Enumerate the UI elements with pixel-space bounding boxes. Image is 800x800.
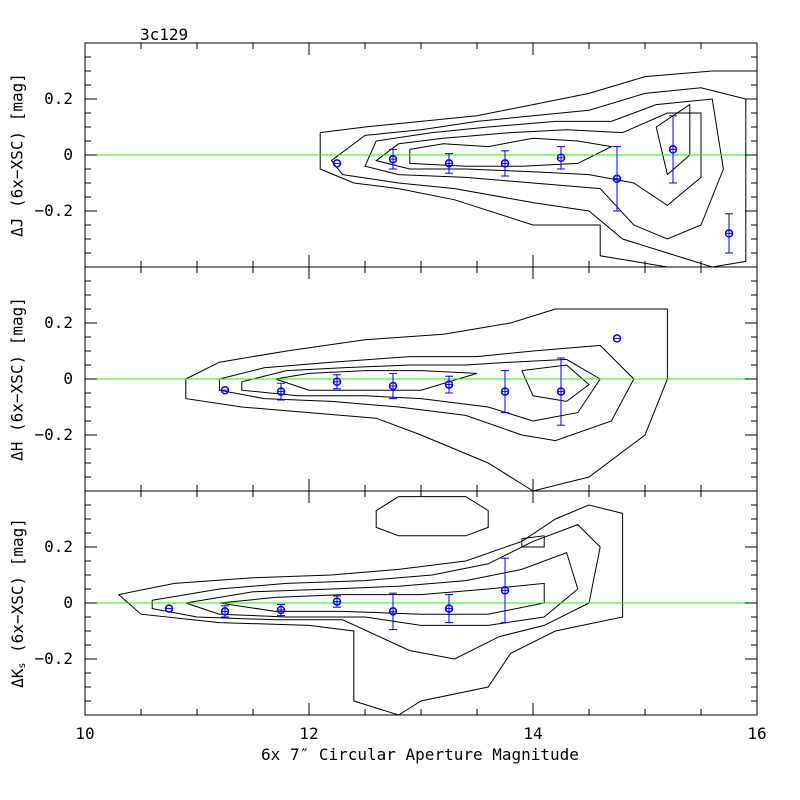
contour-line (241, 358, 601, 422)
data-point (500, 150, 510, 177)
contour-line (185, 551, 579, 626)
contour-line (219, 582, 545, 615)
data-point (388, 372, 398, 400)
y-tick-label: 0 (63, 369, 73, 388)
data-point (500, 370, 510, 414)
data-point (724, 213, 734, 254)
y-axis-label-prefix: ΔK (8, 668, 27, 688)
data-point (388, 148, 398, 170)
y-tick-label: −0.2 (34, 425, 73, 444)
contour-line (364, 98, 724, 240)
x-tick-label: 16 (747, 724, 766, 743)
data-point (220, 605, 230, 618)
y-tick-label: −0.2 (34, 201, 73, 220)
data-point (220, 385, 230, 395)
data-point (164, 604, 174, 613)
data-point (332, 374, 342, 390)
y-tick-label: −0.2 (34, 649, 73, 668)
panel-1: 0.2 0 −0.2 ΔJ (6x−XSC) [mag] (8, 42, 758, 268)
y-tick-label: 0.2 (44, 537, 73, 556)
y-tick-label: 0.2 (44, 89, 73, 108)
chart-panels: 0.2 0 −0.2 ΔJ (6x−XSC) [mag] 0.2 0 −0.2 ΔH (6x−… (8, 42, 767, 743)
data-point (668, 115, 678, 184)
data-point (556, 357, 566, 426)
contour-line (375, 112, 702, 207)
x-axis-label: 6x 7″ Circular Aperture Magnitude (261, 745, 579, 764)
x-tick-label: 12 (299, 724, 318, 743)
y-axis-label-subscript: s (17, 663, 28, 669)
data-point (500, 557, 510, 624)
data-point (612, 334, 622, 343)
data-point (276, 603, 286, 617)
y-axis-label-suffix: (6x−XSC) [mag] (8, 518, 27, 663)
y-axis-label: ΔJ (6x−XSC) [mag] (8, 73, 27, 237)
contour-line (151, 524, 601, 660)
x-tick-label: 14 (523, 724, 542, 743)
contour-line (521, 364, 590, 402)
contour-line (275, 370, 478, 391)
contour-line (330, 87, 747, 268)
contour-line (218, 344, 635, 442)
panel-3: 0.2 0 −0.2 ΔKs (6x−XSC) [mag] (8, 490, 758, 716)
chart-title: 3c129 (140, 25, 188, 44)
y-axis-label: ΔH (6x−XSC) [mag] (8, 297, 27, 461)
data-point (276, 382, 286, 401)
data-point (612, 146, 622, 212)
y-tick-label: 0.2 (44, 313, 73, 332)
data-point (556, 146, 566, 170)
contour-line (409, 137, 613, 167)
data-point (388, 592, 398, 631)
data-point (332, 159, 342, 168)
x-tick-label: 10 (75, 724, 94, 743)
contour-line (319, 70, 758, 268)
contour-line (185, 308, 668, 492)
data-point (444, 594, 454, 624)
y-tick-label: 0 (63, 145, 73, 164)
data-point (444, 153, 454, 174)
contour-line (118, 504, 624, 716)
y-axis-label: ΔKs (6x−XSC) [mag] (8, 518, 29, 688)
contour-line (375, 496, 489, 537)
data-point (332, 595, 342, 608)
data-point (444, 375, 454, 394)
y-tick-label: 0 (63, 593, 73, 612)
panel-2: 0.2 0 −0.2 ΔH (6x−XSC) [mag] (8, 266, 758, 492)
contour-line (521, 535, 545, 548)
